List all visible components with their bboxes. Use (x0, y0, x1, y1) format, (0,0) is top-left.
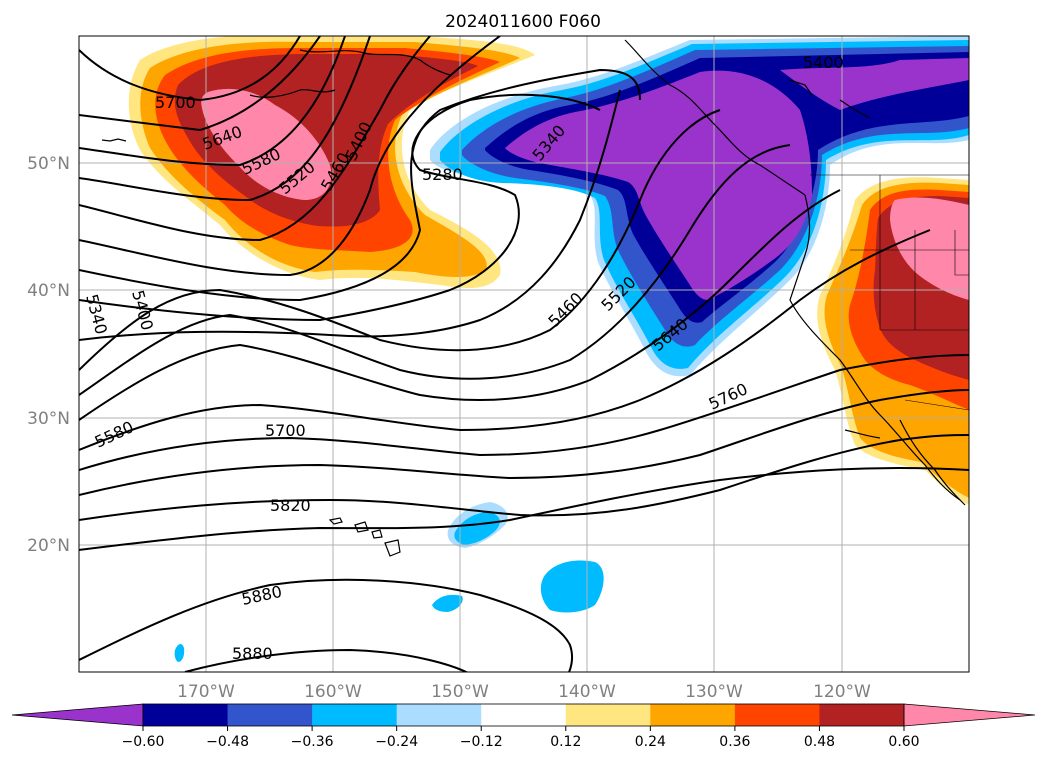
colorbar-swatch (227, 704, 313, 726)
latitude-labels: 50°N 40°N 30°N 20°N (27, 154, 70, 556)
contour-label: 5280 (422, 165, 463, 184)
coastlines (101, 39, 966, 557)
lon-label: 150°W (431, 682, 489, 702)
contour-label: 5700 (155, 93, 196, 112)
lat-label: 30°N (27, 409, 70, 429)
graticule (79, 36, 969, 672)
colorbar-outline (142, 703, 905, 727)
contour-label: 5820 (270, 496, 311, 515)
colorbar-tick-label: −0.12 (460, 734, 503, 750)
colorbar-tick-label: −0.36 (291, 734, 334, 750)
colorbar-extend-high (903, 703, 1036, 727)
contour-label: 5400 (803, 53, 844, 72)
colorbar-tick-label: 0.60 (888, 734, 919, 750)
colorbar-ticks: −0.60 −0.48 −0.36 −0.24 −0.12 0.12 0.24 0.36 0.4… (122, 726, 920, 750)
colorbar-tick-label: −0.24 (375, 734, 418, 750)
plot-area: 5700 5640 5580 5520 5460 5400 5280 5340 … (79, 36, 969, 672)
longitude-labels: 170°W 160°W 150°W 140°W 130°W 120°W (177, 682, 871, 702)
map-title: 2024011600 F060 (445, 12, 601, 32)
colorbar-swatches (11, 703, 1036, 727)
colorbar-tick-label: 0.48 (804, 734, 835, 750)
colorbar-extend-low (11, 703, 144, 727)
height-contours (79, 36, 969, 672)
lat-label: 40°N (27, 281, 70, 301)
contour-label: 5880 (232, 644, 273, 663)
lon-label: 140°W (558, 682, 616, 702)
colorbar-swatch (143, 704, 229, 726)
colorbar-tick-label: 0.24 (635, 734, 666, 750)
colorbar-tick-label: −0.60 (122, 734, 165, 750)
lon-label: 130°W (685, 682, 743, 702)
colorbar-swatch (819, 704, 905, 726)
plot-frame (78, 35, 970, 673)
colorbar: −0.60 −0.48 −0.36 −0.24 −0.12 0.12 0.24 0.36 0.4… (11, 703, 1036, 750)
contour-label: 5700 (265, 421, 306, 440)
colorbar-swatch (650, 704, 736, 726)
colorbar-swatch (481, 704, 567, 726)
colorbar-tick-label: 0.36 (719, 734, 750, 750)
colorbar-swatch (565, 704, 651, 726)
lat-label: 20°N (27, 536, 70, 556)
lon-label: 120°W (813, 682, 871, 702)
lon-label: 160°W (304, 682, 362, 702)
colorbar-swatch (396, 704, 482, 726)
lat-label: 50°N (27, 154, 70, 174)
colorbar-tick-label: 0.12 (550, 734, 581, 750)
positive-anomaly-southwest-us (817, 177, 969, 505)
colorbar-swatch (312, 704, 398, 726)
lon-label: 170°W (177, 682, 235, 702)
colorbar-swatch (734, 704, 820, 726)
colorbar-tick-label: −0.48 (206, 734, 249, 750)
